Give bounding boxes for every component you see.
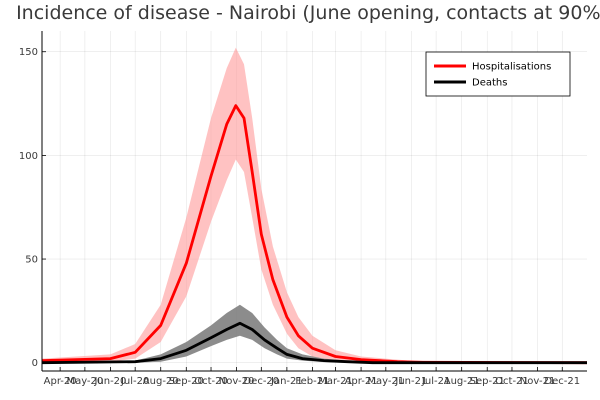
x-tick-label: Mar-21 xyxy=(318,376,353,387)
x-tick-label: Dec-21 xyxy=(544,376,580,387)
x-tick-label: Aug-20 xyxy=(143,376,179,387)
x-tick-label: Jan-21 xyxy=(270,376,303,387)
x-tick-label: Sep-21 xyxy=(470,376,505,387)
x-tick-label: Oct-20 xyxy=(194,376,228,387)
x-tick-label: Aug-21 xyxy=(444,376,480,387)
band-deaths xyxy=(42,304,587,363)
y-tick-label: 50 xyxy=(25,255,38,266)
chart-title: Incidence of disease - Nairobi (June ope… xyxy=(16,2,600,24)
x-tick-label: May-20 xyxy=(66,376,103,387)
x-tick-label: Jun-20 xyxy=(93,376,126,387)
x-tick-label: Sep-20 xyxy=(169,376,204,387)
legend: Hospitalisations Deaths xyxy=(425,51,571,97)
y-tick-labels: 0 50 100 150 xyxy=(19,47,38,369)
y-tick-label: 100 xyxy=(19,151,38,162)
x-tick-label: Jul-20 xyxy=(120,376,149,387)
x-tick-label: Feb-21 xyxy=(295,376,329,387)
legend-label: Hospitalisations xyxy=(472,62,551,73)
line-hospitalisations xyxy=(41,104,588,365)
x-tick-label: Oct-21 xyxy=(495,376,529,387)
line-deaths xyxy=(41,321,587,365)
x-tick-labels: Apr-20May-20Jun-20Jul-20Aug-20Sep-20Oct-… xyxy=(44,376,580,387)
x-tick-label: May-21 xyxy=(367,376,404,387)
legend-box xyxy=(425,51,571,97)
x-tick-label: Nov-21 xyxy=(520,376,556,387)
x-tick-label: Jul-21 xyxy=(421,376,450,387)
x-tick-label: Dec-20 xyxy=(243,376,279,387)
y-tick-label: 150 xyxy=(19,47,38,58)
x-tick-label: Apr-20 xyxy=(44,376,77,387)
axes xyxy=(41,31,587,372)
series-lines xyxy=(41,104,588,365)
legend-label: Deaths xyxy=(472,78,507,89)
y-tick-label: 0 xyxy=(32,358,38,369)
x-tick-label: Jun-21 xyxy=(394,376,427,387)
x-tick-label: Nov-20 xyxy=(219,376,255,387)
x-tick-label: Apr-21 xyxy=(345,376,378,387)
